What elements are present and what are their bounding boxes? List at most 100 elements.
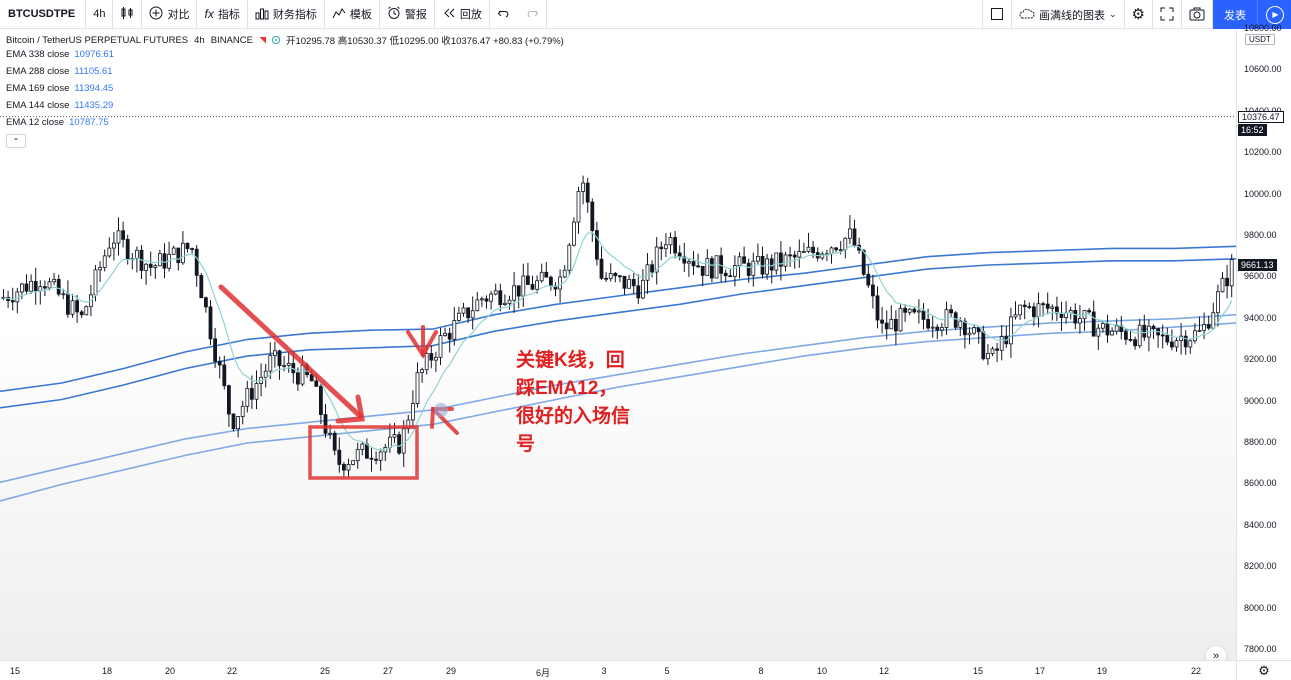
candle-up <box>820 253 825 259</box>
ohlc-values: 开10295.78 高10530.37 低10295.00 收10376.47 … <box>286 33 564 47</box>
annotation-text: 关键K线，回 踩EMA12， 很好的入场信 号 <box>516 347 666 459</box>
replay-button[interactable]: 回放 <box>435 0 490 29</box>
candle-up <box>1078 318 1082 324</box>
legend-collapse-button[interactable]: ⌃ <box>6 134 26 148</box>
candle-up <box>986 353 990 360</box>
candle-down <box>185 242 190 249</box>
snapshot-button[interactable] <box>1182 0 1213 29</box>
ema-legend-row[interactable]: EMA 288 close 11105.61 <box>6 63 564 80</box>
candle-down <box>599 258 604 279</box>
price-tick-label: 9000.00 <box>1244 395 1277 406</box>
candle-down <box>981 331 986 360</box>
flag-icon[interactable] <box>258 36 266 44</box>
time-axis[interactable]: 15 18 20 22 25 27 29 6月 3 5 8 10 12 15 17 19 22 <box>0 660 1236 680</box>
candle-down <box>121 230 125 240</box>
candle-down <box>364 443 369 459</box>
candle-down <box>921 310 926 320</box>
indicators-button[interactable]: fx 指标 <box>197 0 248 29</box>
candle-up <box>328 432 333 435</box>
candle-down <box>834 247 838 251</box>
price-axis[interactable]: USDT 10800.0010600.0010400.0010200.00100… <box>1236 23 1291 660</box>
candle-up <box>1174 340 1179 348</box>
ema-value: 11105.61 <box>74 66 113 77</box>
currency-label[interactable]: USDT <box>1245 34 1275 45</box>
play-button[interactable]: ▶ <box>1257 0 1291 29</box>
candle-down <box>213 338 218 362</box>
redo-button[interactable] <box>518 0 547 29</box>
candle-up <box>456 312 461 321</box>
candle-up <box>346 464 351 471</box>
candle-down <box>162 253 167 269</box>
candle-down <box>484 298 489 302</box>
low-label: 低 <box>389 36 400 47</box>
undo-button[interactable] <box>490 0 518 29</box>
candle-up <box>1193 330 1197 342</box>
price-chart[interactable] <box>0 29 1236 660</box>
time-tick-label: 15 <box>972 666 984 676</box>
price-tick-label: 8600.00 <box>1244 478 1277 489</box>
fullscreen-button[interactable] <box>1153 0 1182 29</box>
candle-down <box>199 274 204 299</box>
ema-legend-row[interactable]: EMA 12 close 10787.75 <box>6 114 564 131</box>
candle-down <box>332 432 337 451</box>
chart-pane[interactable]: Bitcoin / TetherUS PERPETUAL FUTURES 4h … <box>0 29 1236 660</box>
axis-settings-button[interactable]: ⚙ <box>1236 660 1291 680</box>
candle-up <box>535 280 539 290</box>
candle-up <box>802 251 806 253</box>
fx-icon: fx <box>204 7 214 21</box>
candle-up <box>38 286 43 292</box>
financials-button[interactable]: 财务指标 <box>248 0 325 29</box>
candle-down <box>636 285 641 299</box>
price-badge: 10376.47 <box>1238 110 1284 123</box>
candle-down <box>79 311 84 316</box>
layout-name-button[interactable]: 画满线的图表 ⌄ <box>1012 0 1125 29</box>
scroll-to-realtime-button[interactable]: » <box>1205 645 1227 660</box>
candle-up <box>641 279 645 299</box>
candle-up <box>254 383 259 400</box>
bar-chart-icon <box>255 6 269 22</box>
candle-up <box>774 252 779 271</box>
interval-button[interactable]: 4h <box>86 0 114 29</box>
candle-down <box>696 265 700 268</box>
layout-button[interactable] <box>982 0 1012 29</box>
candle-down <box>1124 331 1128 340</box>
candle-up <box>972 327 976 334</box>
price-badge: 9661.13 <box>1238 258 1277 271</box>
ema-legend-row[interactable]: EMA 144 close 11435.29 <box>6 97 564 114</box>
ema-legend-row[interactable]: EMA 338 close 10976.61 <box>6 46 564 63</box>
price-tick-label: 7800.00 <box>1244 644 1277 654</box>
chart-type-button[interactable] <box>113 0 143 29</box>
settings-button[interactable]: ⚙ <box>1125 0 1153 29</box>
candle-up <box>967 332 972 336</box>
candle-down <box>935 326 940 331</box>
candle-down <box>1087 310 1091 313</box>
ema-legend-row[interactable]: EMA 169 close 11394.45 <box>6 80 564 97</box>
time-tick-label: 17 <box>1034 666 1046 676</box>
candle-down <box>659 246 664 250</box>
symbol-search-button[interactable]: BTCUSDTPE <box>0 0 87 29</box>
candle-up <box>410 403 415 421</box>
candle-up <box>157 253 162 267</box>
candle-up <box>627 279 631 289</box>
candle-down <box>903 307 907 313</box>
candle-up <box>940 327 944 331</box>
candle-up <box>102 255 107 268</box>
alert-button[interactable]: 警报 <box>380 0 435 29</box>
candle-down <box>1091 311 1096 337</box>
templates-button[interactable]: 模板 <box>325 0 380 29</box>
candle-down <box>723 272 728 277</box>
publish-button[interactable]: 发表 <box>1213 0 1257 29</box>
time-tick-label: 25 <box>319 666 331 676</box>
indicators-label: 指标 <box>217 9 240 21</box>
candle-down <box>871 284 875 297</box>
candle-up <box>19 283 24 293</box>
candle-up <box>479 298 484 301</box>
candle-down <box>1105 323 1110 336</box>
high-label: 高 <box>337 36 348 47</box>
candle-down <box>337 449 342 465</box>
candle-down <box>374 458 379 461</box>
chart-legend: Bitcoin / TetherUS PERPETUAL FUTURES 4h … <box>6 34 564 148</box>
candle-up <box>116 230 121 244</box>
compare-button[interactable]: 对比 <box>142 0 198 29</box>
candle-down <box>249 388 254 400</box>
